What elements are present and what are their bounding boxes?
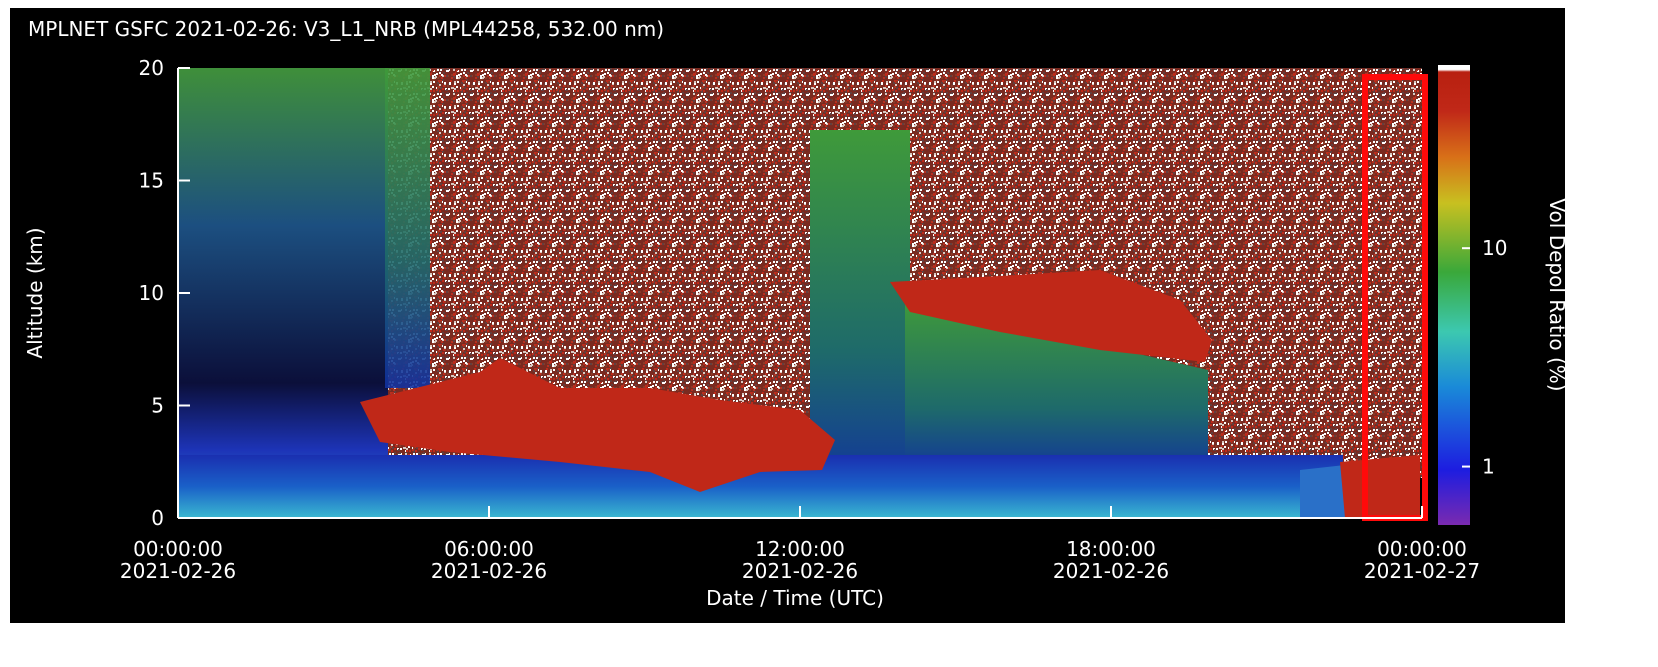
x-tick-label: 00:00:00 2021-02-26 [120, 537, 236, 583]
x-tick-label: 06:00:00 2021-02-26 [431, 537, 547, 583]
chart-title: MPLNET GSFC 2021-02-26: V3_L1_NRB (MPL44… [28, 17, 664, 41]
y-tick-label: 0 [151, 506, 164, 530]
heatmap-image [178, 68, 1428, 521]
colorbar-tick-label: 10 [1482, 236, 1507, 260]
colorbar-label: Vol Depol Ratio (%) [1545, 198, 1569, 391]
x-axis-label: Date / Time (UTC) [706, 586, 884, 610]
x-tick-label: 12:00:00 2021-02-26 [742, 537, 858, 583]
y-tick-label: 5 [151, 394, 164, 418]
colorbar [1438, 65, 1470, 525]
y-tick-label: 20 [139, 56, 164, 80]
colorbar-tick-label: 1 [1482, 455, 1495, 479]
y-tick-label: 10 [139, 281, 164, 305]
y-tick-label: 15 [139, 169, 164, 193]
x-tick-label: 00:00:00 2021-02-27 [1364, 537, 1480, 583]
x-tick-label: 18:00:00 2021-02-26 [1053, 537, 1169, 583]
y-axis-label: Altitude (km) [23, 227, 47, 358]
